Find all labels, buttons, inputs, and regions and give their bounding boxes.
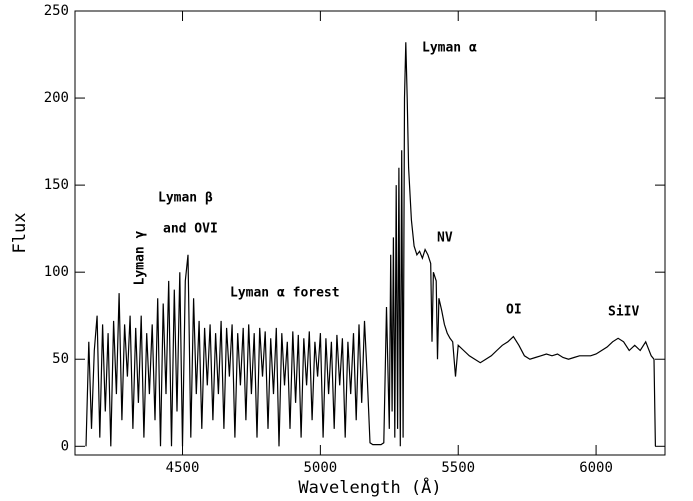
annotation: Lyman β xyxy=(158,191,213,206)
x-tick-label: 5000 xyxy=(304,460,338,476)
y-tick-label: 200 xyxy=(44,90,69,106)
annotation: NV xyxy=(437,231,453,246)
x-axis-label: Wavelength (Å) xyxy=(298,476,441,498)
x-tick-label: 5500 xyxy=(441,460,475,476)
y-tick-label: 100 xyxy=(44,264,69,280)
plot-frame xyxy=(74,10,666,456)
y-tick-label: 150 xyxy=(44,177,69,193)
annotation: and OVI xyxy=(163,222,218,237)
x-tick-label: 6000 xyxy=(579,460,613,476)
y-tick-label: 250 xyxy=(44,3,69,19)
y-tick-label: 0 xyxy=(61,438,69,454)
x-tick-label: 4500 xyxy=(166,460,200,476)
annotation: Lyman α forest xyxy=(230,286,340,301)
annotation: Lyman α xyxy=(422,41,477,56)
annotation: Lyman γ xyxy=(133,230,148,285)
y-tick-label: 50 xyxy=(52,351,69,367)
y-axis-label: Flux xyxy=(10,213,30,254)
annotation: SiIV xyxy=(608,305,639,320)
spectrum-line xyxy=(85,42,656,447)
annotation: OI xyxy=(506,303,522,318)
